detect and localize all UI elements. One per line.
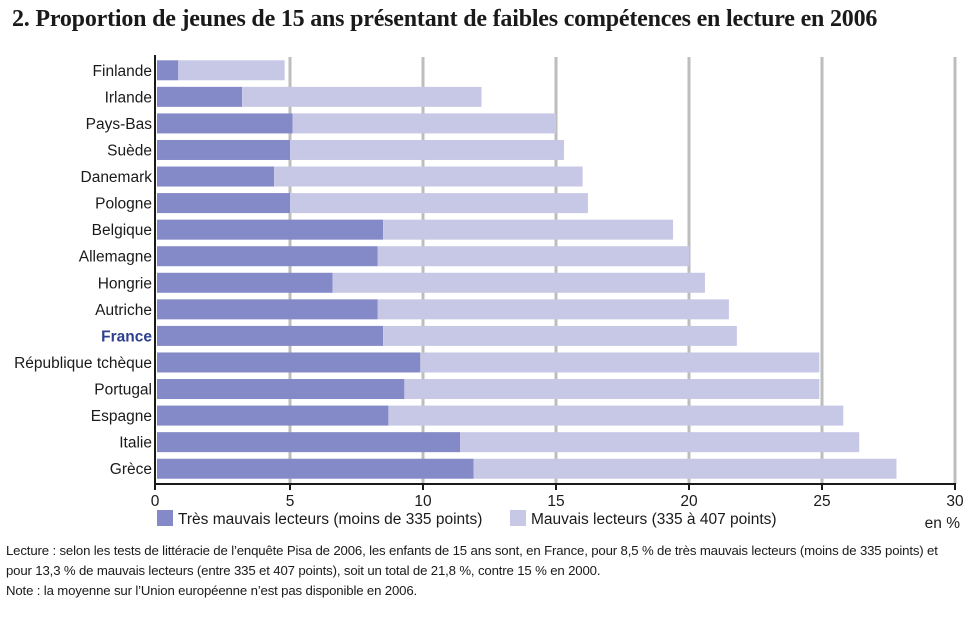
legend-swatch: [510, 510, 526, 526]
bar-very-poor-5: [157, 193, 290, 214]
chart-notes: Lecture : selon les tests de littéracie …: [6, 541, 968, 601]
unit-label: en %: [925, 515, 961, 532]
category-label: Portugal: [94, 382, 152, 399]
category-label: Grèce: [110, 461, 152, 478]
category-label: Espagne: [91, 408, 152, 425]
bar-poor-10: [383, 325, 737, 346]
legend-swatch: [157, 510, 173, 526]
bar-very-poor-7: [157, 246, 378, 267]
category-labels: Finlande Irlande Pays-Bas Suède Danemark Polo…: [14, 63, 152, 478]
bar-poor-15: [473, 458, 897, 479]
bar-very-poor-6: [157, 219, 384, 240]
x-tick-label: 25: [813, 493, 830, 510]
category-label: Danemark: [81, 169, 153, 186]
bar-poor-7: [377, 246, 689, 267]
x-tick-label: 5: [286, 493, 295, 510]
bar-poor-3: [290, 139, 564, 160]
bar-poor-6: [383, 219, 674, 240]
category-label: République tchèque: [14, 355, 152, 372]
bar-poor-11: [420, 352, 820, 373]
bar-very-poor-11: [157, 352, 421, 373]
x-tick-label: 15: [547, 493, 564, 510]
bar-very-poor-13: [157, 405, 389, 426]
bar-very-poor-10: [157, 325, 384, 346]
bar-very-poor-1: [157, 86, 243, 107]
note-line: pour 13,3 % de mauvais lecteurs (entre 3…: [6, 563, 601, 578]
category-label: Pays-Bas: [86, 116, 153, 133]
bar-very-poor-14: [157, 432, 461, 453]
category-label: Allemagne: [79, 249, 152, 266]
category-label: Pologne: [95, 196, 152, 213]
x-tick-label: 30: [946, 493, 964, 510]
category-label: Irlande: [105, 89, 152, 106]
x-tick-label: 0: [151, 493, 160, 510]
category-label: Hongrie: [98, 275, 152, 292]
category-label: Finlande: [93, 63, 152, 80]
note-line: Note : la moyenne sur l’Union européenne…: [6, 583, 418, 598]
bar-poor-4: [274, 166, 583, 187]
bar-poor-14: [460, 432, 860, 453]
legend-label: Mauvais lecteurs (335 à 407 points): [531, 511, 777, 528]
category-label: France: [101, 328, 152, 345]
bar-chart: Finlande Irlande Pays-Bas Suède Danemark Polo…: [14, 55, 964, 532]
bar-poor-5: [290, 193, 588, 214]
category-label: Italie: [119, 435, 152, 452]
category-label: Suède: [107, 142, 152, 159]
bars: [157, 60, 897, 479]
bar-very-poor-0: [157, 60, 179, 81]
bar-poor-9: [377, 299, 729, 320]
bar-very-poor-3: [157, 139, 290, 160]
bar-very-poor-9: [157, 299, 378, 320]
bar-poor-8: [332, 272, 705, 293]
bar-very-poor-2: [157, 113, 293, 134]
chart-title: 2. Proportion de jeunes de 15 ans présen…: [12, 6, 878, 32]
bar-poor-13: [388, 405, 844, 426]
legend: Très mauvais lecteurs (moins de 335 poin…: [157, 510, 960, 532]
bar-very-poor-15: [157, 458, 474, 479]
bar-poor-0: [178, 60, 285, 81]
note-line: Lecture : selon les tests de littéracie …: [6, 543, 938, 558]
x-tick-label: 10: [414, 493, 432, 510]
category-label: Autriche: [95, 302, 152, 319]
x-tick-label: 20: [680, 493, 698, 510]
bar-poor-1: [242, 86, 482, 107]
bar-very-poor-12: [157, 379, 405, 400]
category-label: Belgique: [92, 222, 152, 239]
bar-very-poor-8: [157, 272, 333, 293]
bar-very-poor-4: [157, 166, 275, 187]
x-axis: 0 5 10 15 20 25 30: [151, 55, 964, 510]
legend-label: Très mauvais lecteurs (moins de 335 poin…: [178, 511, 482, 528]
bar-poor-12: [404, 379, 820, 400]
bar-poor-2: [292, 113, 556, 134]
